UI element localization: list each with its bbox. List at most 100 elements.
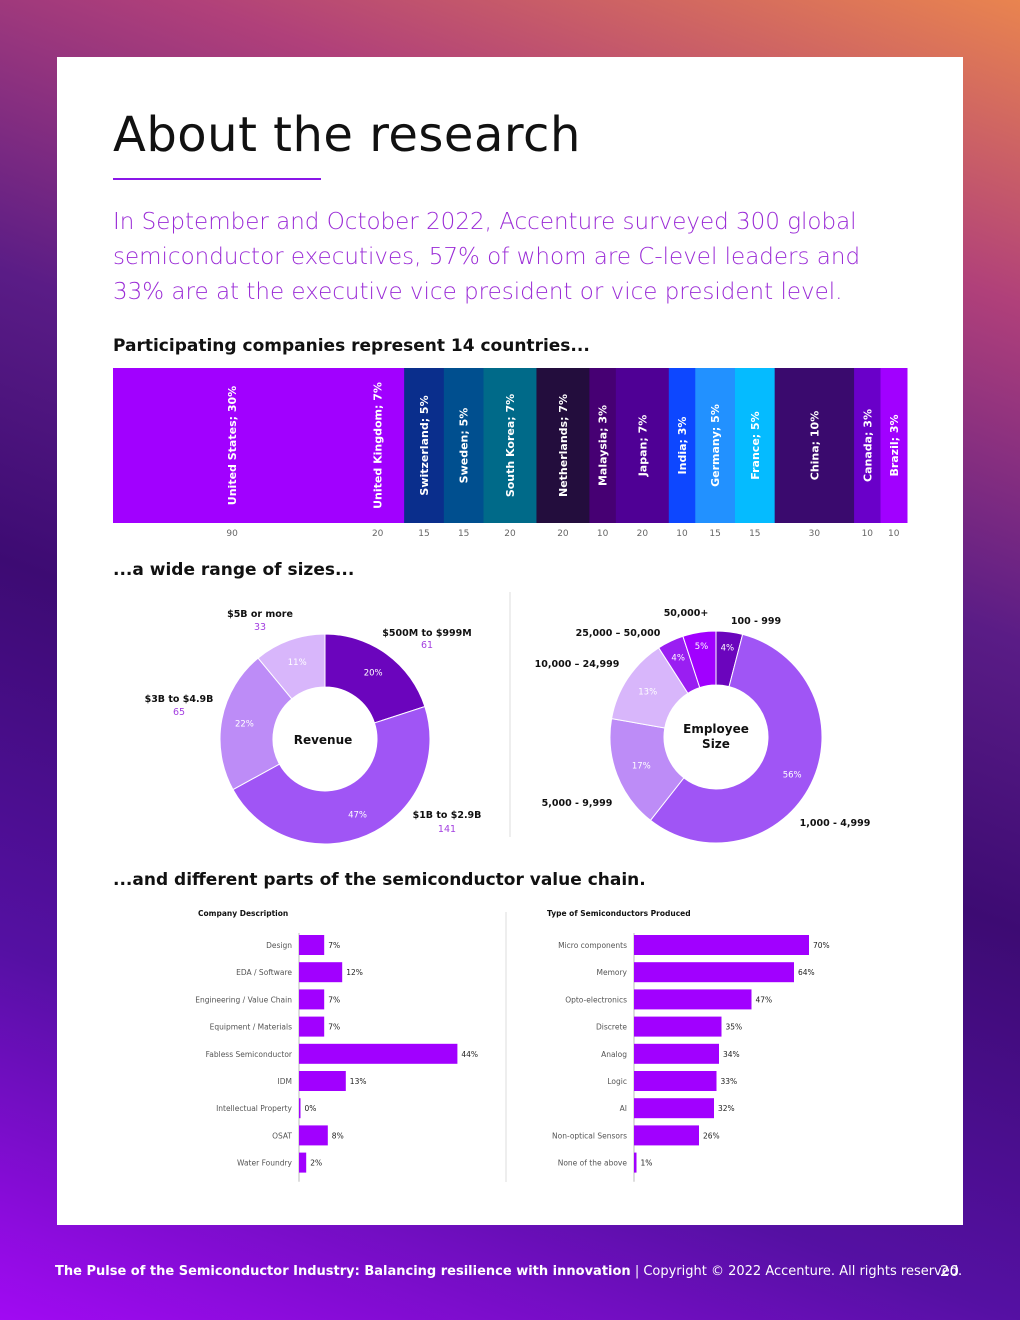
section-countries-heading: Participating companies represent 14 cou… — [113, 336, 590, 356]
employee-slice-label: 100 - 999 — [731, 616, 781, 627]
employee-center-label-2: Size — [702, 737, 730, 751]
country-value: 10 — [862, 529, 874, 539]
semis-value-label: 26% — [703, 1131, 720, 1140]
employee-slice-pct: 4% — [721, 644, 735, 654]
semis-title: Type of Semiconductors Produced — [547, 909, 691, 918]
semis-value-label: 47% — [756, 995, 773, 1004]
company-value-label: 7% — [328, 995, 340, 1004]
employee-slice-pct: 5% — [695, 642, 709, 652]
employee-slice — [682, 630, 717, 689]
semis-category-label: Logic — [607, 1077, 627, 1086]
semis-category-label: Analog — [601, 1050, 627, 1059]
semis-category-label: Memory — [596, 968, 627, 977]
country-label: Netherlands; 7% — [557, 394, 570, 497]
company-category-label: Engineering / Value Chain — [195, 995, 292, 1004]
country-segment — [536, 368, 590, 523]
revenue-slice-pct: 20% — [364, 669, 383, 679]
revenue-slice-pct: 11% — [288, 658, 307, 668]
footer-copyright: | Copyright © 2022 Accenture. All rights… — [630, 1264, 963, 1279]
semis-bar — [634, 1043, 719, 1064]
country-segment — [774, 368, 855, 523]
charts-canvas: United States; 30% 90 United Kingdom; 7% 20… — [113, 368, 908, 1182]
revenue-slice-count: 61 — [421, 640, 433, 651]
country-value: 15 — [709, 529, 720, 539]
semis-category-label: Discrete — [596, 1023, 627, 1032]
employee-center-label: Employee — [683, 722, 749, 736]
company-category-label: Water Foundry — [237, 1159, 293, 1168]
company-bar — [299, 1071, 346, 1091]
semis-bar — [634, 935, 809, 955]
revenue-slice-label: $5B or more — [227, 609, 293, 620]
revenue-slice-label: $1B to $2.9B — [413, 810, 482, 821]
company-bar — [299, 1098, 301, 1119]
section-value-chain-heading: ...and different parts of the semiconduc… — [113, 870, 646, 890]
revenue-slice-label: $500M to $999M — [382, 628, 471, 639]
semis-value-label: 64% — [798, 968, 815, 977]
company-value-label: 8% — [332, 1131, 344, 1140]
country-label: China; 10% — [808, 411, 821, 481]
country-label: Sweden; 5% — [458, 408, 471, 484]
country-value: 15 — [458, 529, 469, 539]
revenue-slice-pct: 22% — [235, 720, 254, 730]
semis-value-label: 35% — [726, 1023, 743, 1032]
country-value: 30 — [809, 529, 821, 539]
employee-slice-label: 1,000 - 4,999 — [800, 818, 871, 829]
semis-bar — [634, 962, 794, 983]
semis-category-label: AI — [620, 1104, 627, 1113]
country-segment — [880, 368, 908, 523]
country-segment — [734, 368, 776, 523]
country-segment — [351, 368, 405, 523]
country-label: United States; 30% — [226, 386, 239, 505]
revenue-slice-count: 65 — [173, 707, 185, 718]
semis-value-label: 70% — [813, 941, 830, 950]
country-segment — [668, 368, 696, 523]
company-bar — [299, 935, 325, 955]
intro-paragraph: In September and October 2022, Accenture… — [113, 209, 861, 305]
country-label: France; 5% — [749, 411, 762, 479]
semis-value-label: 32% — [718, 1104, 735, 1113]
page-number: 20 — [940, 1262, 960, 1280]
employee-slice-label: 10,000 – 24,999 — [535, 659, 620, 670]
country-segment — [589, 368, 617, 523]
revenue-slice-label: $3B to $4.9B — [145, 694, 214, 705]
country-label: India; 3% — [676, 417, 689, 475]
company-value-label: 13% — [350, 1077, 367, 1086]
revenue-slice-count: 33 — [254, 622, 266, 633]
country-value: 10 — [597, 529, 609, 539]
country-label: Switzerland; 5% — [418, 395, 431, 495]
employee-slice-label: 5,000 - 9,999 — [542, 798, 613, 809]
country-label: Malaysia; 3% — [597, 405, 610, 486]
country-label: Japan; 7% — [636, 415, 649, 478]
page-card: About the research In September and Octo… — [57, 57, 963, 1225]
title-underline — [113, 178, 321, 180]
company-bar — [299, 989, 325, 1010]
country-label: Germany; 5% — [709, 404, 722, 487]
country-value: 10 — [676, 529, 688, 539]
revenue-slice — [232, 705, 431, 845]
country-label: Brazil; 3% — [888, 414, 901, 476]
footer: The Pulse of the Semiconductor Industry:… — [55, 1264, 962, 1279]
semis-bar — [634, 1071, 717, 1091]
revenue-slice — [324, 633, 426, 724]
country-value: 20 — [372, 529, 384, 539]
revenue-slice — [219, 657, 293, 791]
country-value: 15 — [418, 529, 429, 539]
country-value: 20 — [504, 529, 516, 539]
semis-bar — [634, 989, 752, 1010]
section-sizes-heading: ...a wide range of sizes... — [113, 560, 355, 580]
employee-slice-pct: 4% — [671, 654, 685, 664]
semis-value-label: 33% — [721, 1077, 738, 1086]
country-segment — [404, 368, 445, 523]
country-segment — [695, 368, 736, 523]
country-segment — [113, 368, 352, 523]
company-category-label: Design — [266, 941, 292, 950]
company-category-label: EDA / Software — [236, 968, 292, 977]
company-category-label: OSAT — [272, 1131, 292, 1140]
company-bar — [299, 962, 343, 983]
semis-category-label: Non-optical Sensors — [552, 1131, 627, 1140]
country-label: United Kingdom; 7% — [372, 382, 385, 509]
country-value: 20 — [637, 529, 649, 539]
company-bar — [299, 1043, 458, 1064]
footer-title: The Pulse of the Semiconductor Industry:… — [55, 1264, 631, 1279]
employee-slice-label: 50,000+ — [664, 608, 709, 619]
